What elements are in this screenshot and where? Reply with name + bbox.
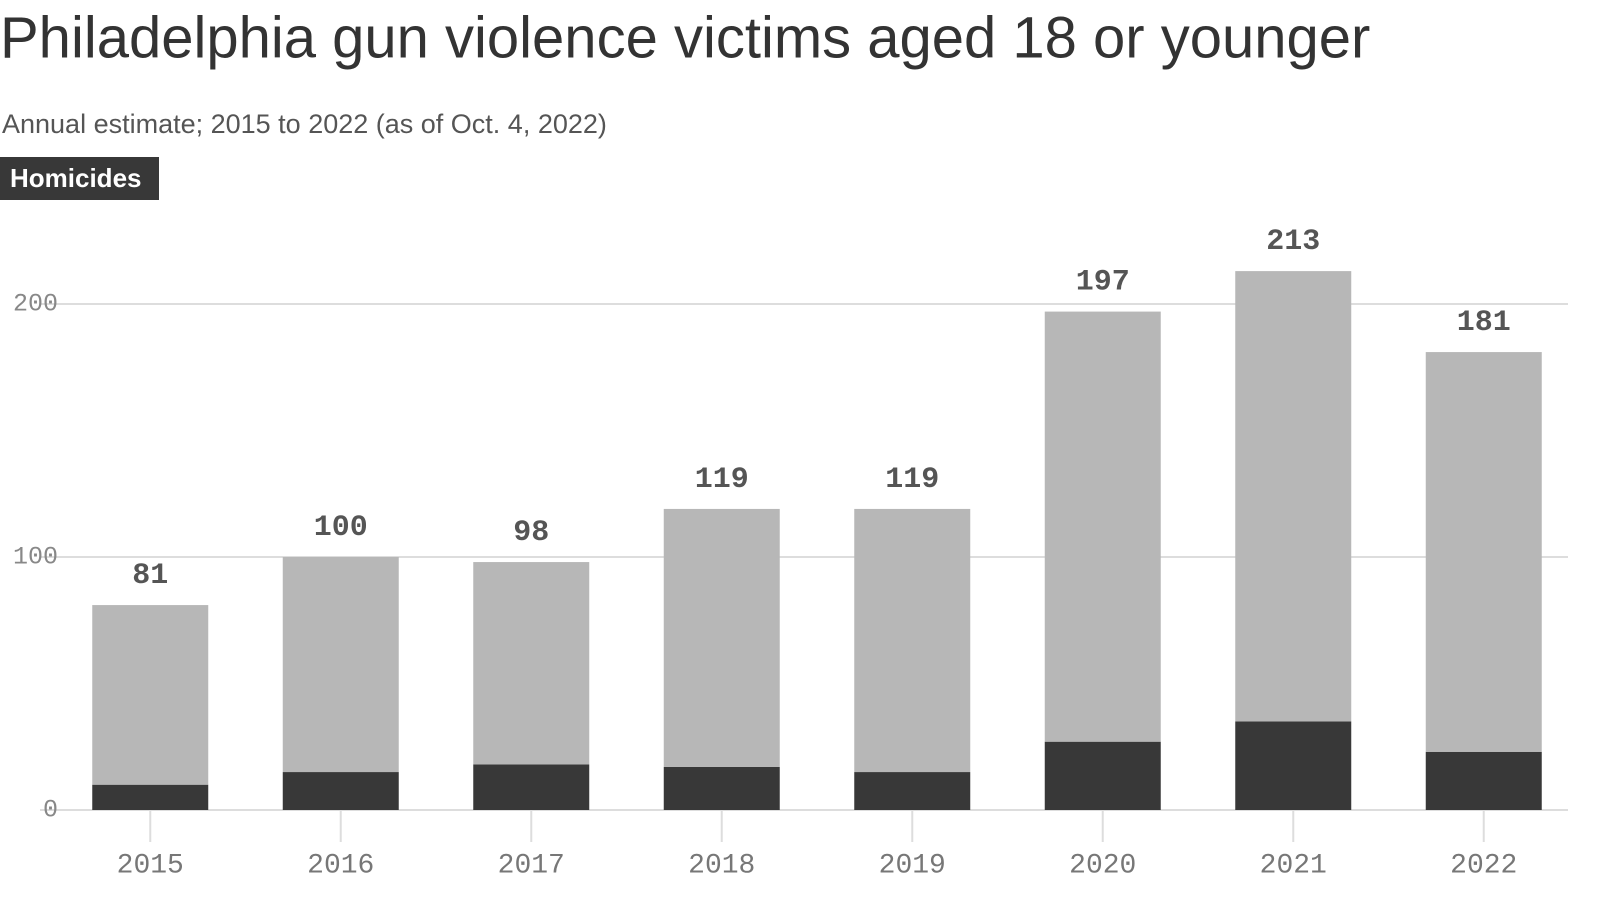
bar-segment (92, 784, 209, 810)
y-tick-label: 100 (13, 543, 58, 572)
value-label: 197 (1076, 266, 1130, 300)
value-label: 213 (1266, 225, 1320, 259)
y-tick-label: 200 (13, 290, 58, 319)
bar-segment (282, 772, 399, 810)
value-label: 119 (695, 463, 749, 497)
value-label: 98 (513, 516, 549, 550)
value-label: 181 (1457, 306, 1511, 340)
bar-segment (473, 764, 590, 810)
value-label: 81 (132, 559, 168, 593)
x-tick-label: 2020 (1069, 850, 1136, 881)
x-tick-label: 2018 (688, 850, 755, 881)
bar-segment (1425, 751, 1542, 810)
bar-segment (1044, 741, 1161, 810)
x-tick-label: 2016 (307, 850, 374, 881)
x-tick-label: 2017 (498, 850, 565, 881)
legend-label: Homicides (10, 163, 142, 193)
value-label: 100 (314, 511, 368, 545)
x-tick-label: 2022 (1450, 850, 1517, 881)
x-tick-label: 2021 (1260, 850, 1327, 881)
chart-title: Philadelphia gun violence victims aged 1… (0, 5, 1370, 70)
x-tick-label: 2015 (117, 850, 184, 881)
bar-segment (854, 772, 971, 810)
legend-swatch (0, 157, 159, 200)
bar-segment (1425, 352, 1542, 752)
bar-segment (1235, 721, 1352, 810)
bar-segment (663, 508, 780, 767)
legend: Homicides (0, 157, 159, 200)
bar-segment (92, 605, 209, 785)
bar-segment (1235, 271, 1352, 722)
value-label: 119 (885, 463, 939, 497)
bar-segment (663, 766, 780, 810)
x-tick-label: 2019 (879, 850, 946, 881)
bar-segment (1044, 311, 1161, 742)
bar-segment (854, 508, 971, 773)
bar-segment (282, 557, 399, 773)
bar-segment (473, 562, 590, 765)
chart-subtitle: Annual estimate; 2015 to 2022 (as of Oct… (2, 109, 607, 139)
y-tick-label: 0 (43, 796, 58, 825)
